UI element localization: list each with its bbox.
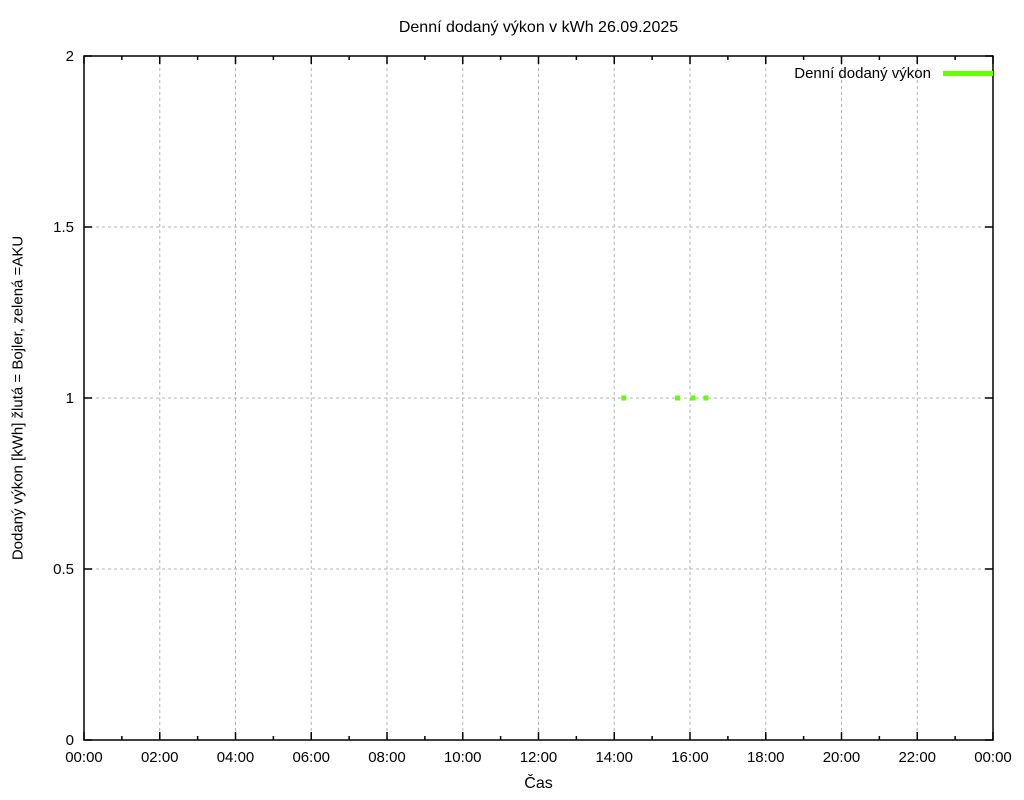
legend: Denní dodaný výkon [794, 63, 993, 83]
x-axis-label: Čas [524, 775, 553, 792]
y-tick-label: 0 [66, 732, 74, 749]
x-tick-label: 06:00 [292, 749, 330, 766]
chart-title: Denní dodaný výkon v kWh 26.09.2025 [398, 19, 679, 36]
x-tick-label: 02:00 [141, 749, 179, 766]
y-tick-label: 2 [66, 48, 74, 65]
x-tick-label: 14:00 [595, 749, 633, 766]
y-tick-label: 0.5 [53, 561, 74, 578]
data-point [703, 395, 709, 401]
x-tick-label: 16:00 [671, 749, 709, 766]
x-tick-label: 00:00 [65, 749, 103, 766]
x-tick-label: 22:00 [898, 749, 936, 766]
data-point [621, 395, 627, 401]
legend-line-sample [943, 70, 993, 76]
x-tick-label: 10:00 [444, 749, 482, 766]
x-tick-label: 00:00 [974, 749, 1012, 766]
y-axis-label: Dodaný výkon [kWh] žlutá = Bojler, zelen… [9, 235, 27, 561]
x-tick-label: 20:00 [823, 749, 861, 766]
data-point [690, 395, 696, 401]
x-tick-label: 08:00 [368, 749, 406, 766]
y-tick-label: 1 [66, 390, 74, 407]
x-tick-label: 12:00 [520, 749, 558, 766]
data-point [675, 395, 681, 401]
y-tick-label: 1.5 [53, 219, 74, 236]
x-tick-label: 04:00 [217, 749, 255, 766]
x-tick-label: 18:00 [747, 749, 785, 766]
legend-entry-label: Denní dodaný výkon [794, 64, 931, 82]
